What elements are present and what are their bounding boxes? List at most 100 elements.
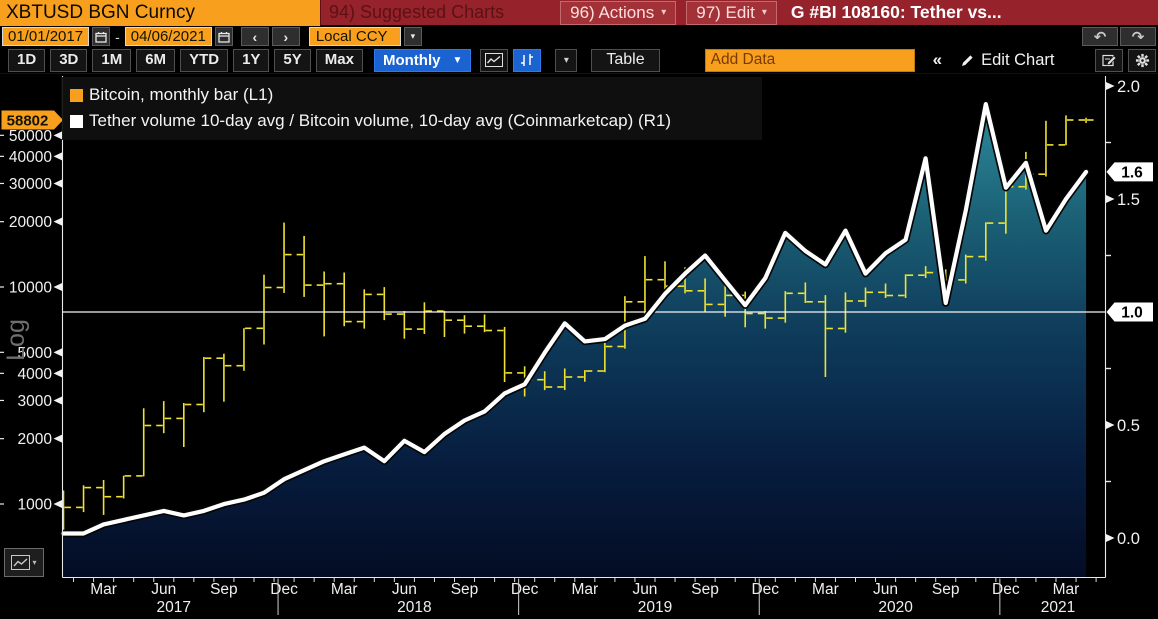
start-date-field[interactable]: 01/01/2017: [2, 27, 90, 46]
chart-panel[interactable]: 50000 40000 30000 20000 10000 5000 4000 3000 200…: [0, 74, 1158, 619]
axes: [0, 76, 1107, 579]
left-axis-label: 3000: [18, 393, 53, 410]
x-axis-year-label: 2021: [1041, 599, 1075, 616]
collapse-panel-button[interactable]: «: [927, 49, 948, 71]
x-axis-month-label: Mar: [1053, 581, 1080, 598]
notepad-pencil-icon: [1101, 54, 1116, 66]
period-button-1D[interactable]: 1D: [8, 48, 46, 72]
x-axis-year-label: 2020: [878, 599, 913, 616]
right-axis-tick: [1106, 195, 1115, 203]
legend-item[interactable]: Tether volume 10-day avg / Bitcoin volum…: [70, 108, 752, 134]
right-axis-label: 0.5: [1117, 417, 1140, 435]
right-axis-label: 0.0: [1117, 530, 1140, 548]
chevron-down-icon: ▼: [452, 54, 463, 66]
redo-icon: ↷: [1131, 27, 1145, 46]
left-axis-label: 50000: [9, 128, 52, 145]
right-axis-badge-label: 1.0: [1121, 305, 1143, 322]
prev-security-button[interactable]: ‹: [240, 27, 269, 46]
left-axis-tick: [53, 396, 62, 405]
x-axis-month-label: Sep: [210, 581, 238, 598]
next-security-button[interactable]: ›: [271, 27, 300, 46]
x-axis-month-label: Sep: [451, 581, 479, 598]
period-buttons: 1D 3D 1M 6M YTD 1Y 5Y Max: [8, 48, 363, 72]
chart-type-dropdown-button[interactable]: ▾: [555, 48, 578, 72]
left-axis-tick: [53, 152, 62, 161]
chevron-down-icon: ▾: [661, 7, 667, 18]
redo-button[interactable]: ↷: [1120, 27, 1156, 46]
x-axis-month-label: Dec: [992, 581, 1020, 598]
edit-label: 97) Edit: [696, 2, 755, 22]
date-range-separator: -: [115, 28, 120, 45]
right-axis-badge-label: 1.6: [1121, 164, 1143, 181]
period-button-6M[interactable]: 6M: [136, 48, 176, 72]
ratio-area-fill: [63, 104, 1087, 578]
end-date-field[interactable]: 04/06/2021: [124, 27, 212, 46]
chart-legend: Bitcoin, monthly bar (L1) Tether volume 1…: [62, 77, 762, 140]
period-button-Max[interactable]: Max: [315, 48, 363, 72]
x-axis-month-label: Mar: [331, 581, 358, 598]
x-axis-month-label: Mar: [571, 581, 598, 598]
chevron-down-icon: ▾: [761, 7, 767, 18]
chart-type-quick-button[interactable]: ▾: [4, 548, 44, 577]
x-axis-month-label: Jun: [873, 581, 898, 598]
x-axis-month-label: Sep: [691, 581, 719, 598]
price-chart[interactable]: 50000 40000 30000 20000 10000 5000 4000 3000 200…: [0, 74, 1158, 619]
actions-button[interactable]: 96) Actions ▾: [560, 0, 677, 25]
left-axis-label: 40000: [9, 149, 52, 166]
security-field[interactable]: XBTUSD BGN Curncy: [0, 0, 321, 26]
x-axis-year-label: 2018: [397, 599, 431, 616]
period-button-YTD[interactable]: YTD: [180, 48, 229, 72]
frequency-select[interactable]: Monthly ▼: [373, 48, 472, 72]
tether-ratio-line: [61, 102, 1089, 536]
legend-swatch: [70, 88, 83, 102]
chevron-down-icon: ▾: [32, 558, 37, 567]
left-axis-tick: [53, 369, 62, 378]
calendar-icon[interactable]: [214, 27, 233, 46]
left-axis-tick: [53, 500, 62, 508]
right-axis-tick: [1106, 82, 1115, 90]
right-axis-label: 2.0: [1117, 78, 1140, 96]
undo-button[interactable]: ↶: [1082, 27, 1118, 46]
gear-icon: [1135, 53, 1149, 67]
left-axis-label: 4000: [18, 366, 53, 383]
x-axis-month-label: Dec: [511, 581, 539, 598]
currency-select[interactable]: Local CCY: [308, 27, 401, 46]
table-button[interactable]: Table: [591, 48, 660, 72]
x-axis-month-label: Jun: [632, 581, 657, 598]
x-axis-month-label: Dec: [751, 581, 779, 598]
undo-icon: ↶: [1093, 27, 1107, 46]
left-axis-label: 1000: [18, 497, 53, 514]
title-bar: XBTUSD BGN Curncy 94) Suggested Charts 9…: [0, 0, 1158, 26]
right-axis-badge: [1106, 302, 1153, 322]
period-button-5Y[interactable]: 5Y: [274, 48, 311, 72]
right-axis-tick: [1106, 421, 1115, 429]
x-axis-year-label: 2017: [157, 599, 191, 616]
legend-item[interactable]: Bitcoin, monthly bar (L1): [70, 82, 752, 108]
period-button-1M[interactable]: 1M: [92, 48, 132, 72]
x-axis-month-label: Sep: [932, 581, 960, 598]
left-axis-tick: [53, 283, 62, 291]
suggested-charts-button[interactable]: 94) Suggested Charts: [329, 2, 505, 22]
settings-button[interactable]: [1128, 48, 1156, 72]
frequency-label: Monthly: [382, 51, 441, 69]
right-axis-tick: [1106, 534, 1115, 542]
annotate-button[interactable]: [1095, 48, 1123, 72]
add-data-input[interactable]: [704, 48, 915, 72]
period-button-1Y[interactable]: 1Y: [233, 48, 270, 72]
line-chart-icon: [11, 555, 31, 570]
ohlc-chart-type-button[interactable]: [513, 48, 542, 72]
calendar-icon[interactable]: [92, 27, 111, 46]
left-axis-label: 10000: [9, 280, 52, 297]
edit-button[interactable]: 97) Edit ▾: [686, 0, 777, 25]
legend-swatch: [70, 114, 83, 128]
right-axis-label: 1.5: [1117, 191, 1140, 209]
currency-dropdown-button[interactable]: ▾: [403, 27, 422, 46]
x-axis-year-label: 2019: [638, 599, 672, 616]
line-chart-type-button[interactable]: [480, 48, 509, 72]
chart-title: G #BI 108160: Tether vs...: [790, 2, 1002, 22]
left-axis-label: 20000: [9, 214, 52, 231]
left-axis-tick: [53, 131, 62, 140]
left-axis-tick: [53, 217, 62, 226]
edit-chart-button[interactable]: Edit Chart: [955, 50, 1060, 71]
period-button-3D[interactable]: 3D: [50, 48, 88, 72]
